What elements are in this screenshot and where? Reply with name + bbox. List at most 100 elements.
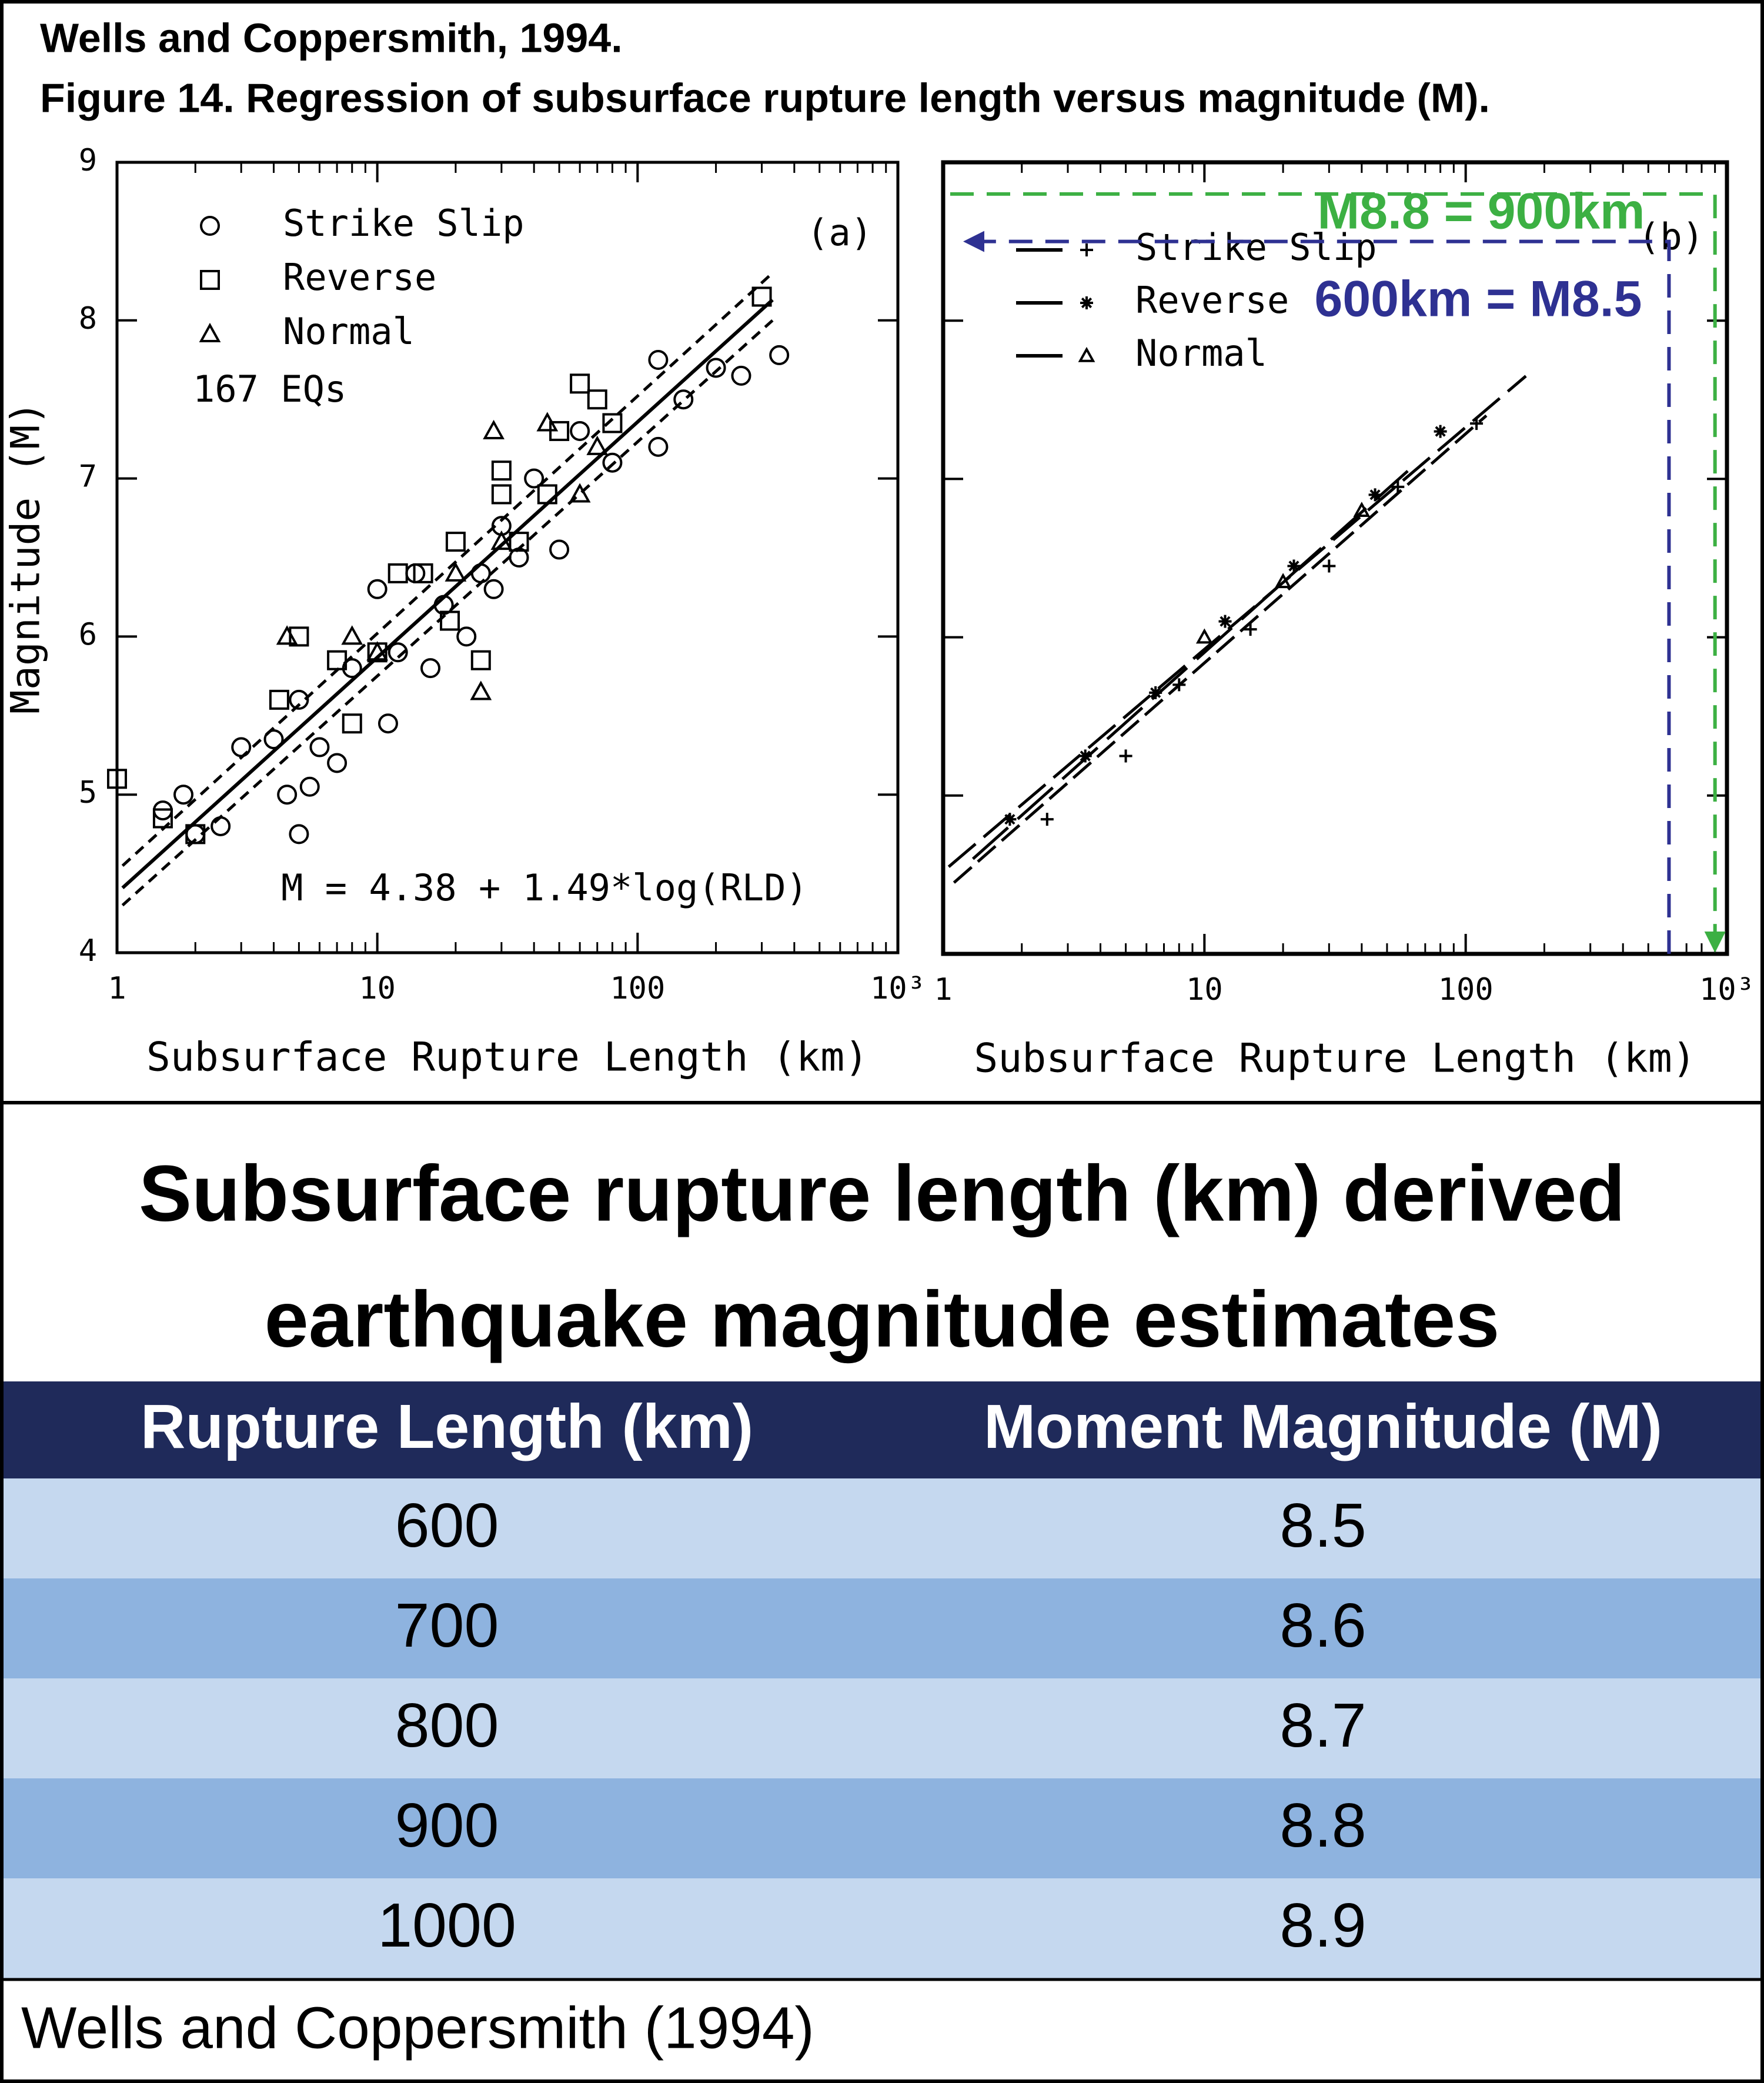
marker-circle [648,436,669,457]
marker-circle [420,658,441,679]
marker-plus [1119,749,1132,763]
marker-square [602,413,623,433]
table-cell: 900 [395,1791,499,1860]
y-tick-label: 8 [79,301,97,336]
y-axis-label: Magnitude (M) [3,401,49,714]
y-tick-label: 9 [79,143,97,178]
marker-circle [602,452,623,473]
marker-circle [327,753,348,773]
marker-square [570,373,590,394]
series-line [947,375,1527,868]
panel-label: (b) [1638,215,1704,258]
marker-plus [1322,559,1336,573]
marker-triangle [1195,628,1213,644]
marker-square [491,460,512,481]
marker-triangle [586,435,609,455]
marker-circle [769,345,790,365]
x-tick-label: 1 [108,971,126,1006]
confidence-line [121,319,774,907]
x-tick-label: 10 [359,971,396,1006]
plot-frame [115,161,900,954]
series-line [953,414,1488,884]
marker-circle [173,785,194,805]
figure-frame [0,0,1764,1104]
marker-square [491,484,512,505]
marker-plus [1080,243,1093,256]
marker-circle [570,420,590,441]
x-tick-label: 10³ [1699,972,1755,1007]
marker-square [289,626,309,647]
y-tick-label: 7 [79,459,97,495]
y-tick-label: 5 [79,775,97,810]
equation: M = 4.38 + 1.49*log(RLD) [281,866,808,909]
legend-label: Reverse [283,256,436,299]
table-row [4,1678,1760,1778]
table-cell: 1000 [377,1891,516,1960]
marker-star [1080,296,1093,309]
marker-triangle [445,562,467,582]
marker-square [440,610,460,631]
table-row [4,1878,1760,1978]
marker-square [107,769,127,789]
marker-triangle [1078,346,1095,362]
table-footer: Wells and Coppersmith (1994) [21,1995,814,2061]
table-cell: 8.6 [1279,1591,1366,1660]
marker-circle [263,729,284,750]
marker-star [1149,686,1162,699]
marker-circle [648,350,669,370]
marker-plus [1040,813,1054,826]
marker-circle [367,579,387,599]
marker-triangle [1353,502,1371,518]
table-cell: 700 [395,1591,499,1660]
marker-square [387,563,408,583]
marker-square [587,389,607,410]
x-tick-label: 10³ [870,971,926,1006]
column-header: Rupture Length (km) [141,1392,753,1461]
marker-circle [673,389,694,410]
marker-circle [706,358,726,378]
table-row [4,1478,1760,1578]
charts: 1 10 100 10³ 4 5 6 7 8 9 Subsurface Rupture Length… [3,143,1755,1082]
guide-label: 600km = M8.5 [1315,271,1642,328]
marker-square [200,270,220,290]
x-tick-label: 100 [1438,972,1494,1007]
marker-triangle [1274,573,1292,589]
x-tick-label: 10 [1186,972,1223,1007]
table-row [4,1778,1760,1878]
y-tick-label: 6 [79,617,97,652]
marker-star [1078,749,1092,763]
marker-circle [377,713,398,734]
table-cell: 8.8 [1279,1791,1366,1860]
x-axis-label: Subsurface Rupture Length (km) [146,1034,868,1081]
table-cell: 8.5 [1279,1491,1366,1560]
marker-square [342,713,362,734]
marker-circle [289,824,309,844]
marker-square [537,484,557,505]
marker-circle [387,642,408,663]
marker-circle [309,737,330,757]
marker-plus [1244,623,1257,636]
marker-circle [549,539,570,560]
marker-square [269,689,289,710]
marker-square [470,650,491,670]
panel-label: (a) [807,211,873,254]
marker-star [1434,425,1447,438]
marker-circle [200,216,220,236]
table-cell: 8.9 [1279,1891,1366,1960]
marker-triangle [483,419,505,439]
x-tick-label: 100 [610,971,665,1006]
marker-triangle [276,625,298,645]
table-cell: 800 [395,1691,499,1760]
y-tick-label: 4 [79,933,97,969]
marker-square [413,563,433,583]
marker-star [1218,615,1232,628]
marker-square [445,532,466,552]
marker-square [185,824,206,844]
table: Subsurface rupture length (km) derived ea… [0,1101,1764,2083]
marker-triangle [341,625,363,645]
header-source: Wells and Coppersmith, 1994. [40,15,623,61]
table-title: Subsurface rupture length (km) derived [139,1149,1625,1238]
marker-circle [299,776,320,797]
legend-label: Normal [283,310,415,353]
